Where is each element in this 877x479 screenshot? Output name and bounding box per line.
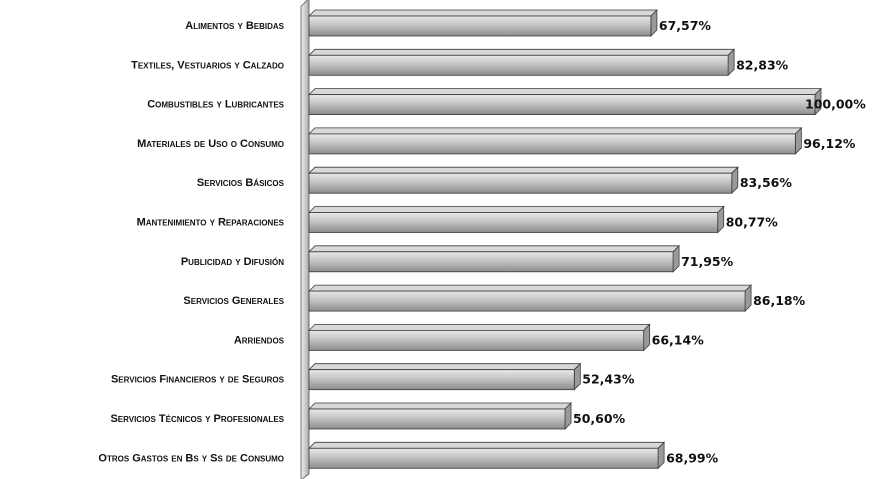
value-label-5: 83,56%: [740, 175, 793, 190]
bar-10-top: [308, 363, 582, 371]
bar-5-top: [308, 166, 739, 174]
category-label-2: Textiles, Vestuarios y Calzado: [131, 59, 284, 71]
category-label-1: Alimentos y Bebidas: [185, 20, 284, 32]
bar-10: [308, 369, 575, 391]
category-label-10: Servicios Financieros y de Seguros: [111, 374, 285, 386]
bar-12-top: [308, 441, 666, 449]
category-label-6: Mantenimiento y Reparaciones: [137, 217, 285, 229]
bar-6-top: [308, 206, 725, 213]
category-label-9: Arriendos: [234, 334, 285, 346]
category-label-12: Otros Gastos en Bs y Ss de Consumo: [98, 452, 284, 464]
bar-9: [308, 329, 645, 351]
value-label-6: 80,77%: [726, 215, 779, 230]
value-label-1: 67,57%: [659, 18, 712, 33]
category-labels: Alimentos y Bebidas Textiles, Vestuarios …: [98, 20, 284, 464]
bar-1: [308, 15, 652, 37]
axis-wall: [300, 0, 310, 479]
bar-7-top: [308, 245, 681, 253]
bar-6: [308, 212, 719, 233]
category-label-11: Servicios Técnicos y Profesionales: [110, 413, 284, 425]
bar-11-top: [308, 402, 573, 410]
value-label-7: 71,95%: [681, 254, 734, 269]
value-label-3: 100,00%: [805, 97, 866, 112]
bar-1-top: [308, 9, 658, 17]
value-label-9: 66,14%: [652, 332, 705, 347]
value-label-8: 86,18%: [753, 293, 806, 308]
category-label-7: Publicidad y Difusión: [181, 256, 284, 268]
bar-3-top: [308, 88, 822, 95]
category-label-3: Combustibles y Lubricantes: [147, 99, 284, 111]
bar-7: [308, 251, 674, 273]
axis-wall-face: [300, 0, 310, 479]
bar-3: [308, 94, 816, 115]
bar-4-top: [308, 127, 803, 135]
bar-9-top: [308, 323, 651, 331]
value-labels: 67,57% 82,83% 100,00% 96,12% 83,56% 80,77% 71,…: [573, 18, 866, 465]
category-label-8: Servicios Generales: [183, 295, 284, 307]
category-label-5: Servicios Básicos: [197, 177, 285, 189]
bar-8: [308, 290, 746, 312]
value-label-12: 68,99%: [666, 450, 719, 465]
bar-4: [308, 133, 796, 155]
bar-12: [308, 447, 659, 469]
bars-group: [308, 9, 822, 470]
bar-11: [308, 408, 566, 430]
value-label-10: 52,43%: [582, 372, 635, 387]
bar-8-top: [308, 284, 753, 292]
value-label-2: 82,83%: [736, 57, 789, 72]
value-label-4: 96,12%: [803, 136, 856, 151]
value-label-11: 50,60%: [573, 411, 626, 426]
bar-2: [308, 54, 729, 76]
category-label-4: Materiales de Uso o Consumo: [137, 138, 284, 150]
bar-5: [308, 172, 733, 194]
bar-2-top: [308, 48, 736, 56]
